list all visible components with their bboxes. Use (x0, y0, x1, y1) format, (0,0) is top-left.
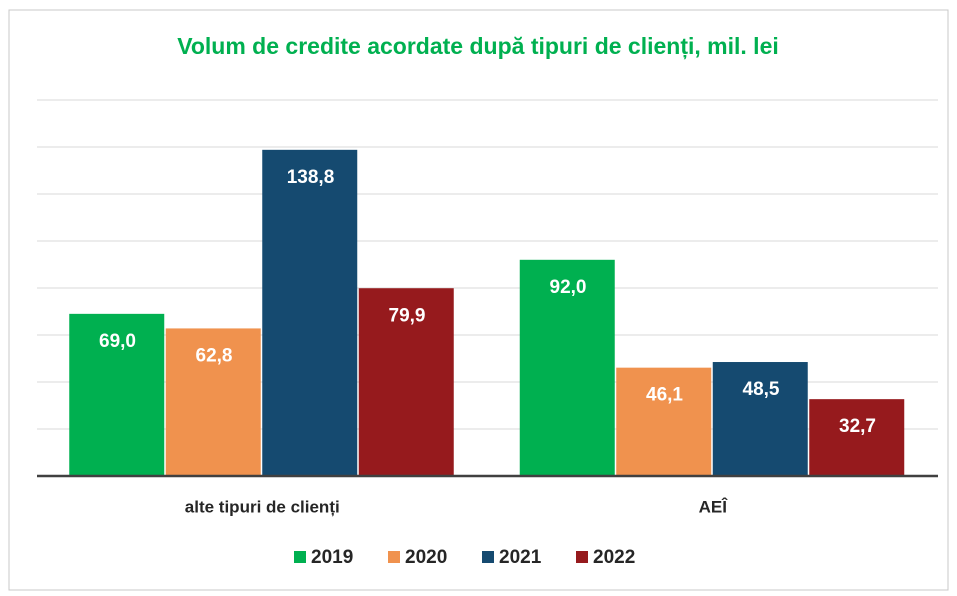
data-label: 69,0 (99, 331, 136, 352)
bar (262, 149, 358, 476)
data-label: 46,1 (646, 385, 683, 406)
data-label: 79,9 (389, 305, 426, 326)
legend-label: 2020 (405, 547, 447, 568)
legend-label: 2022 (593, 547, 635, 568)
legend-swatch (388, 551, 400, 563)
data-label: 62,8 (196, 345, 233, 366)
data-label: 138,8 (287, 167, 335, 188)
data-label: 92,0 (550, 277, 587, 298)
chart-title: Volum de credite acordate după tipuri de… (177, 33, 779, 60)
x-tick-label: alte tipuri de clienți (185, 497, 340, 516)
x-tick-label: AEÎ (699, 497, 729, 516)
data-label: 32,7 (839, 416, 876, 437)
legend-swatch (576, 551, 588, 563)
legend-label: 2019 (311, 547, 353, 568)
legend-swatch (294, 551, 306, 563)
bar (69, 313, 165, 476)
legend-swatch (482, 551, 494, 563)
bar (165, 328, 261, 476)
chart-frame (8, 9, 949, 591)
bar (712, 362, 808, 476)
bar (809, 399, 905, 476)
bar (358, 288, 454, 476)
data-label: 48,5 (743, 379, 780, 400)
bar (519, 259, 615, 476)
legend-label: 2021 (499, 547, 542, 568)
bar (616, 367, 712, 476)
